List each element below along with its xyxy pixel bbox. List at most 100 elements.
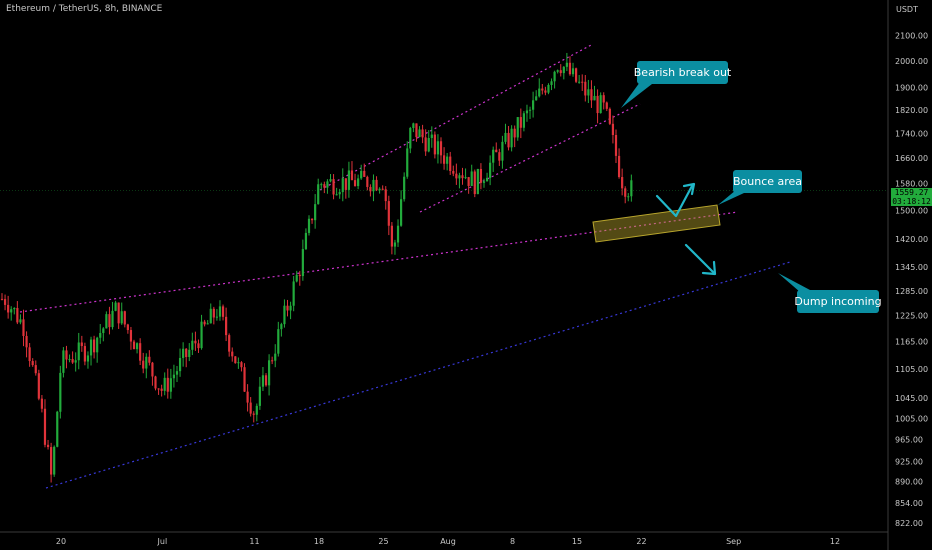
candle-body: [65, 350, 68, 360]
candle-body: [182, 348, 185, 358]
bounce-area-box: [592, 204, 721, 243]
candle-body: [550, 81, 553, 85]
candle-body: [280, 324, 283, 330]
candle-body: [108, 314, 111, 328]
candle-body: [599, 95, 602, 114]
time-tick-label: 25: [378, 537, 388, 546]
candle-body: [255, 405, 258, 415]
dump-arrow: [684, 243, 716, 275]
dump-callout-tail: [778, 273, 810, 292]
time-tick-label: 20: [56, 537, 66, 546]
candle-body: [209, 308, 212, 324]
candle-body: [430, 134, 433, 138]
price-tick-label: 1225.00: [895, 312, 928, 321]
candle-body: [436, 141, 440, 155]
candle-body: [307, 218, 311, 233]
candle-body: [310, 218, 314, 221]
candle-body: [249, 402, 252, 414]
candle-body: [80, 342, 83, 347]
time-tick-label: Sep: [726, 537, 741, 546]
candle-body: [129, 330, 133, 342]
price-tick-label: 1660.00: [895, 154, 928, 163]
candle-body: [240, 362, 243, 368]
candle-body: [151, 362, 154, 377]
candle-body: [200, 321, 203, 349]
candle-body: [427, 137, 430, 152]
candle-body: [332, 179, 335, 195]
candle-body: [74, 360, 77, 363]
candle-body: [602, 95, 605, 103]
candle-body: [538, 88, 541, 97]
candle-body: [166, 377, 169, 392]
candle-body: [614, 135, 618, 156]
candle-body: [357, 178, 360, 187]
price-tick-label: 2100.00: [895, 32, 928, 41]
candle-body: [89, 339, 93, 356]
candle-body: [547, 84, 550, 93]
candle-body: [43, 408, 47, 445]
candle-body: [40, 398, 44, 409]
candle-body: [562, 66, 565, 74]
price-tick-label: 1740.00: [895, 129, 928, 138]
candle-body: [228, 335, 231, 352]
candle-body: [433, 134, 436, 155]
candle-body: [535, 96, 538, 101]
candle-body: [403, 176, 406, 200]
candle-body: [366, 176, 369, 187]
trend-lines: [19, 43, 791, 489]
candle-body: [169, 378, 172, 392]
candle-body: [231, 351, 234, 357]
candles: [0, 52, 633, 483]
candle-body: [68, 359, 71, 361]
price-axis-bg: [888, 0, 932, 532]
candle-body: [148, 356, 151, 363]
candle-body: [77, 342, 80, 361]
candle-body: [301, 249, 304, 277]
candle-body: [96, 337, 99, 353]
candle-body: [574, 68, 578, 82]
candle-body: [421, 129, 424, 138]
dump-incoming-label[interactable]: Dump incoming: [794, 290, 882, 313]
candle-body: [317, 184, 320, 205]
candle-body: [528, 109, 532, 111]
candle-body: [553, 71, 556, 82]
candle-body: [507, 132, 510, 148]
candle-body: [203, 321, 206, 325]
time-tick-label: 12: [830, 537, 840, 546]
candle-body: [19, 319, 22, 323]
candle-body: [292, 281, 295, 306]
candle-body: [559, 70, 562, 74]
candle-body: [323, 184, 326, 188]
candle-body: [126, 324, 129, 331]
candle-body: [335, 194, 338, 196]
candle-body: [381, 188, 384, 190]
price-tick-label: 1420.00: [895, 235, 928, 244]
candle-body: [556, 70, 559, 72]
time-tick-label: Jul: [157, 537, 168, 546]
candle-body: [360, 170, 363, 179]
bounce-callout-tail: [718, 190, 744, 205]
candle-body: [28, 347, 31, 362]
candle-body: [145, 356, 148, 369]
candle-body: [350, 170, 354, 181]
candle-body: [375, 179, 378, 191]
candle-body: [461, 175, 464, 179]
candle-body: [295, 274, 298, 282]
candle-body: [568, 62, 572, 75]
candle-body: [105, 314, 108, 329]
time-tick-label: 15: [572, 537, 582, 546]
candle-body: [258, 386, 261, 406]
bounce-arrow: [655, 184, 694, 218]
bounce-area-label[interactable]: Bounce area: [733, 170, 802, 193]
price-tick-label: 822.00: [895, 519, 923, 528]
candle-body: [142, 360, 145, 369]
candle-body: [442, 155, 446, 164]
price-tick-label: 1820.00: [895, 106, 928, 115]
candle-body: [62, 350, 65, 373]
bearish-breakout-label[interactable]: Bearish break out: [634, 61, 731, 84]
candle-body: [22, 319, 25, 336]
candle-body: [627, 196, 630, 198]
